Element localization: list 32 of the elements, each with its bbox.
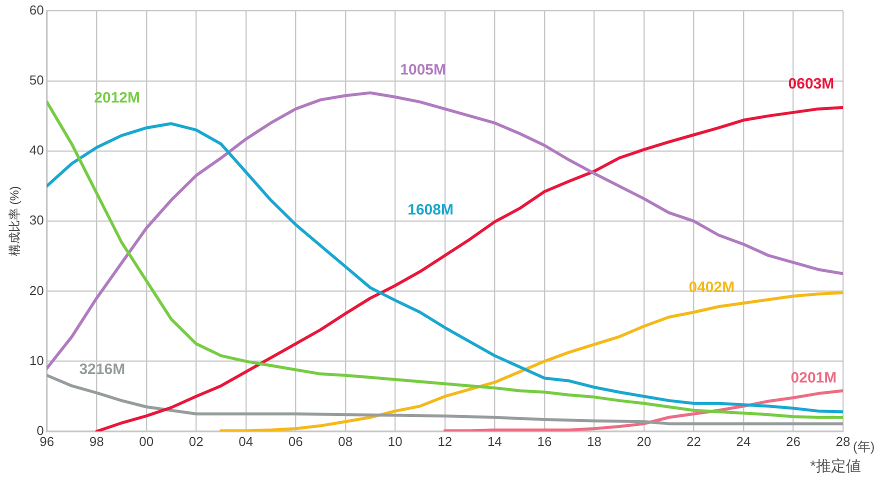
x-tick-label: 22 [686, 434, 701, 449]
x-tick-label: 98 [89, 434, 104, 449]
x-tick-label: 18 [586, 434, 602, 449]
series-label: 0201M [790, 369, 837, 386]
x-tick-label: 16 [537, 434, 552, 449]
x-tick-label: 02 [188, 434, 204, 449]
x-tick-label: 00 [139, 434, 154, 449]
x-tick-label: 10 [388, 434, 402, 449]
text: *推定値 [810, 458, 861, 476]
x-tick-label: 26 [786, 434, 800, 449]
x-tick-label: 08 [338, 434, 353, 449]
text: 1608M [408, 202, 454, 219]
series-label: 0603M [788, 76, 834, 93]
y-tick-label: 40 [29, 142, 44, 158]
y-tick-label: 20 [29, 282, 44, 298]
x-tick-label: 20 [636, 434, 652, 449]
y-axis-title: 構成比率 (%) [8, 186, 22, 256]
series-label: 0402M [688, 278, 735, 296]
x-tick-label: 24 [736, 434, 751, 449]
x-tick-label: 12 [438, 434, 452, 449]
text: 2012M [94, 90, 140, 107]
y-tick-label: 30 [29, 212, 44, 228]
x-axis-title: (年) [853, 438, 875, 454]
x-tick-label: 06 [288, 434, 303, 449]
series-label: 3216M [79, 360, 126, 378]
y-tick-label: 60 [29, 2, 44, 18]
x-tick-label: 28 [836, 434, 850, 449]
series-label: 1005M [400, 62, 446, 79]
x-tick-label: 14 [487, 434, 502, 449]
y-tick-label: 50 [29, 72, 44, 88]
x-tick-label: 04 [238, 434, 254, 449]
y-tick-label: 10 [29, 352, 44, 368]
